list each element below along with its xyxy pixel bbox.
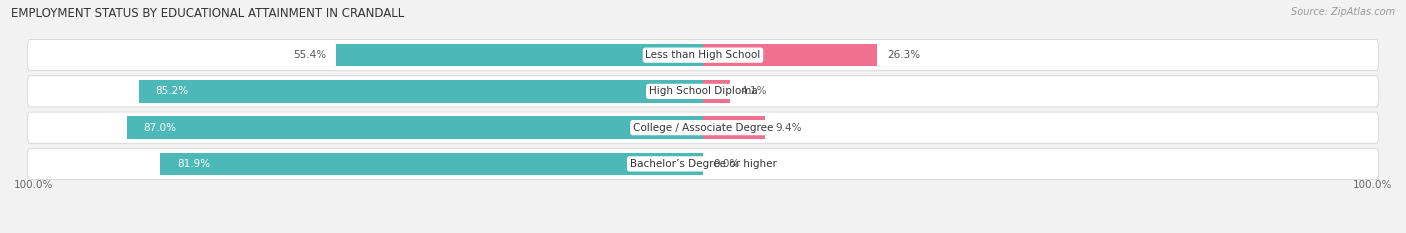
Bar [160,153,703,175]
Bar [703,44,877,66]
Text: 81.9%: 81.9% [177,159,209,169]
FancyBboxPatch shape [27,112,1379,143]
Text: High School Diploma: High School Diploma [648,86,758,96]
Text: College / Associate Degree: College / Associate Degree [633,123,773,133]
Text: 9.4%: 9.4% [775,123,801,133]
Text: 4.1%: 4.1% [740,86,766,96]
Text: Less than High School: Less than High School [645,50,761,60]
Text: 85.2%: 85.2% [155,86,188,96]
Text: EMPLOYMENT STATUS BY EDUCATIONAL ATTAINMENT IN CRANDALL: EMPLOYMENT STATUS BY EDUCATIONAL ATTAINM… [11,7,405,20]
Text: Source: ZipAtlas.com: Source: ZipAtlas.com [1291,7,1395,17]
Text: 26.3%: 26.3% [887,50,921,60]
Text: 55.4%: 55.4% [292,50,326,60]
Bar [127,116,703,139]
Bar [703,80,730,103]
Text: 87.0%: 87.0% [143,123,176,133]
Text: 0.0%: 0.0% [713,159,740,169]
Bar [336,44,703,66]
Bar [703,116,765,139]
Bar [139,80,703,103]
Text: Bachelor’s Degree or higher: Bachelor’s Degree or higher [630,159,776,169]
Text: 100.0%: 100.0% [1353,180,1392,190]
FancyBboxPatch shape [27,76,1379,107]
Text: 100.0%: 100.0% [14,180,53,190]
FancyBboxPatch shape [27,148,1379,179]
FancyBboxPatch shape [27,40,1379,71]
